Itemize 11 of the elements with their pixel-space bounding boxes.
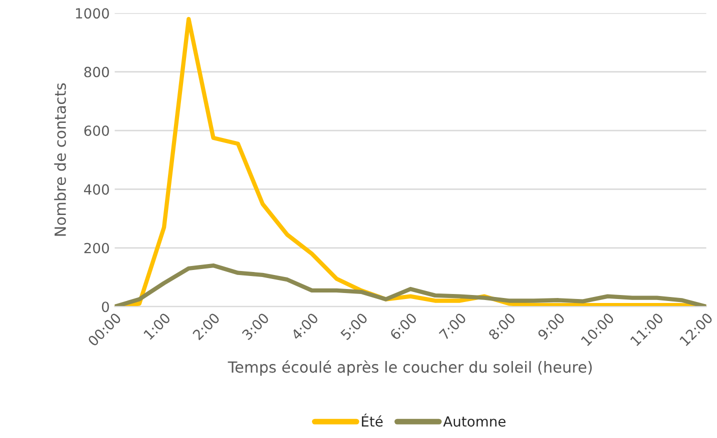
y-tick-label: 200 bbox=[84, 242, 109, 254]
line-series bbox=[114, 263, 706, 307]
y-tick-label: 1000 bbox=[76, 8, 109, 19]
y-tick-label: 0 bbox=[102, 302, 109, 312]
y-axis-title: Nombre de contacts bbox=[54, 83, 66, 236]
x-axis-title: Temps écoulé après le coucher du soleil (heure) bbox=[228, 360, 592, 376]
y-tick-label: 800 bbox=[84, 66, 109, 78]
y-tick-label: 400 bbox=[84, 184, 109, 195]
legend-label: Automne bbox=[443, 416, 506, 427]
y-tick-label: 600 bbox=[84, 125, 109, 136]
legend-label: Été bbox=[362, 414, 383, 427]
